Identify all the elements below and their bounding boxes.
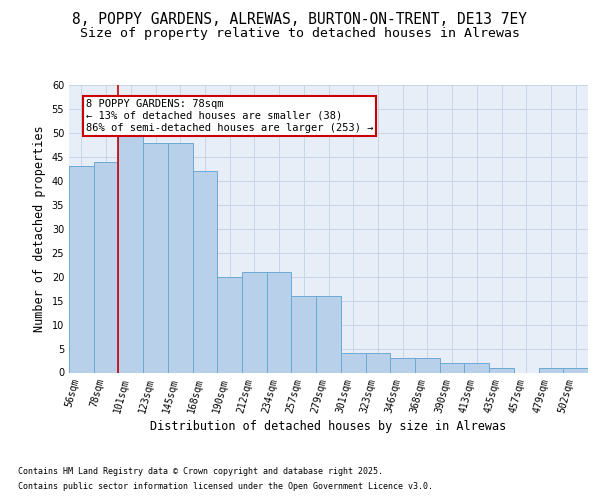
Text: Contains public sector information licensed under the Open Government Licence v3: Contains public sector information licen… — [18, 482, 433, 491]
Bar — [415, 358, 440, 372]
Bar — [242, 272, 267, 372]
Bar — [539, 368, 563, 372]
Bar — [390, 358, 415, 372]
Bar — [118, 133, 143, 372]
Bar — [440, 363, 464, 372]
Bar — [217, 276, 242, 372]
Bar — [267, 272, 292, 372]
Y-axis label: Number of detached properties: Number of detached properties — [33, 126, 46, 332]
Text: 8, POPPY GARDENS, ALREWAS, BURTON-ON-TRENT, DE13 7EY: 8, POPPY GARDENS, ALREWAS, BURTON-ON-TRE… — [73, 12, 527, 28]
Text: Size of property relative to detached houses in Alrewas: Size of property relative to detached ho… — [80, 28, 520, 40]
Bar — [464, 363, 489, 372]
Bar — [94, 162, 118, 372]
Bar — [365, 354, 390, 372]
Bar — [316, 296, 341, 372]
Bar — [168, 142, 193, 372]
Bar — [489, 368, 514, 372]
Text: Contains HM Land Registry data © Crown copyright and database right 2025.: Contains HM Land Registry data © Crown c… — [18, 467, 383, 476]
Bar — [69, 166, 94, 372]
X-axis label: Distribution of detached houses by size in Alrewas: Distribution of detached houses by size … — [151, 420, 506, 432]
Bar — [193, 171, 217, 372]
Bar — [292, 296, 316, 372]
Bar — [563, 368, 588, 372]
Bar — [143, 142, 168, 372]
Bar — [341, 354, 365, 372]
Text: 8 POPPY GARDENS: 78sqm
← 13% of detached houses are smaller (38)
86% of semi-det: 8 POPPY GARDENS: 78sqm ← 13% of detached… — [86, 100, 373, 132]
